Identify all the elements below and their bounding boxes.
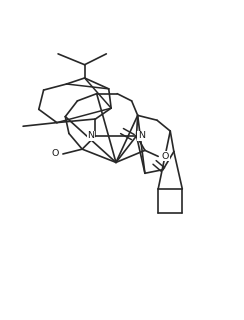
Text: O: O bbox=[162, 152, 169, 161]
Text: O: O bbox=[52, 149, 59, 158]
Text: N: N bbox=[87, 132, 94, 140]
Text: N: N bbox=[138, 132, 145, 140]
